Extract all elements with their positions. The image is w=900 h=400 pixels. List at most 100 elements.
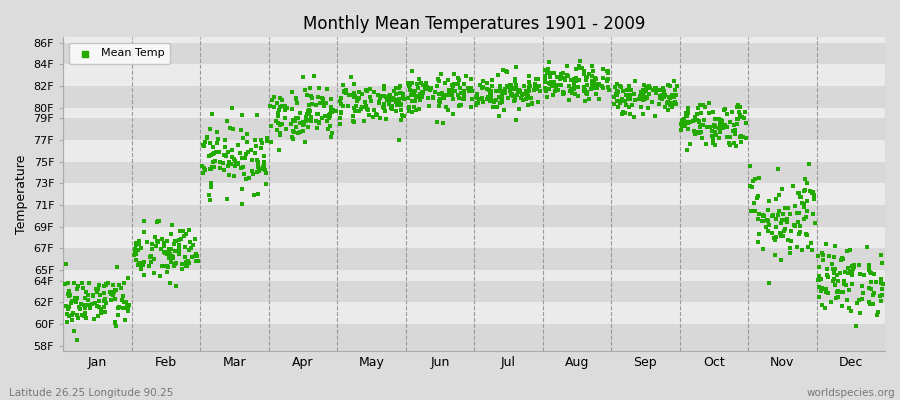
Point [82, 302, 96, 309]
Point [766, 212, 780, 219]
Point [557, 77, 572, 83]
Point [806, 195, 821, 202]
Point [86, 293, 100, 299]
Point [402, 83, 417, 89]
Point [840, 296, 854, 303]
Point [256, 139, 270, 146]
Point [649, 88, 663, 95]
Point [772, 230, 787, 237]
Point [837, 281, 851, 287]
Point [104, 290, 118, 297]
Point [407, 104, 421, 110]
Point [680, 119, 694, 125]
Point [338, 89, 353, 95]
Point [783, 238, 797, 244]
Point [538, 72, 553, 79]
Point [346, 81, 361, 88]
Point [145, 246, 159, 252]
Point [237, 171, 251, 178]
Point [346, 112, 360, 119]
Point [436, 120, 450, 126]
Point [273, 104, 287, 110]
Point [75, 280, 89, 286]
Point [428, 89, 443, 95]
Point [875, 292, 889, 298]
Point [346, 90, 361, 97]
Point [131, 247, 146, 253]
Point [352, 94, 366, 101]
Point [717, 122, 732, 128]
Point [665, 104, 680, 110]
Point [834, 303, 849, 309]
Point [324, 106, 338, 112]
Point [302, 111, 317, 118]
Point [248, 143, 263, 150]
Point [183, 239, 197, 246]
Point [600, 76, 615, 82]
Point [866, 301, 880, 308]
Point [703, 124, 717, 130]
Point [469, 102, 483, 108]
Point [789, 209, 804, 216]
Bar [63, 270, 885, 281]
Point [832, 270, 847, 277]
Point [256, 158, 271, 165]
Point [674, 123, 688, 130]
Point [551, 86, 565, 93]
Point [287, 129, 302, 135]
Point [122, 302, 137, 308]
Point [351, 95, 365, 102]
Point [707, 122, 722, 128]
Point [705, 127, 719, 134]
Point [346, 94, 361, 100]
Point [726, 128, 741, 134]
Text: Latitude 26.25 Longitude 90.25: Latitude 26.25 Longitude 90.25 [9, 388, 174, 398]
Point [819, 241, 833, 248]
Point [469, 94, 483, 100]
Point [397, 112, 411, 119]
Point [251, 161, 266, 168]
Point [441, 92, 455, 98]
Point [830, 272, 844, 278]
Point [155, 236, 169, 242]
Point [433, 99, 447, 105]
Point [161, 264, 176, 270]
Point [760, 218, 775, 224]
Point [291, 130, 305, 136]
Point [111, 305, 125, 312]
Point [446, 96, 460, 102]
Point [732, 109, 746, 116]
Point [246, 170, 260, 177]
Point [507, 86, 521, 92]
Point [609, 81, 624, 88]
Point [76, 312, 90, 318]
Point [730, 116, 744, 122]
Point [788, 203, 802, 209]
Point [484, 96, 499, 102]
Point [323, 96, 338, 102]
Point [689, 129, 704, 136]
Point [778, 228, 792, 234]
Point [107, 318, 122, 325]
Point [145, 241, 159, 248]
Point [285, 128, 300, 134]
Point [114, 297, 129, 303]
Point [814, 276, 828, 282]
Point [138, 272, 152, 278]
Point [128, 250, 142, 257]
Point [147, 269, 161, 276]
Point [542, 58, 556, 65]
Point [515, 92, 529, 98]
Point [389, 108, 403, 114]
Point [274, 120, 289, 127]
Point [413, 94, 428, 100]
Point [562, 97, 576, 103]
Point [635, 97, 650, 104]
Point [359, 87, 374, 93]
Point [429, 83, 444, 90]
Point [203, 166, 218, 172]
Point [511, 88, 526, 94]
Point [67, 280, 81, 286]
Point [197, 138, 211, 145]
Point [497, 107, 511, 113]
